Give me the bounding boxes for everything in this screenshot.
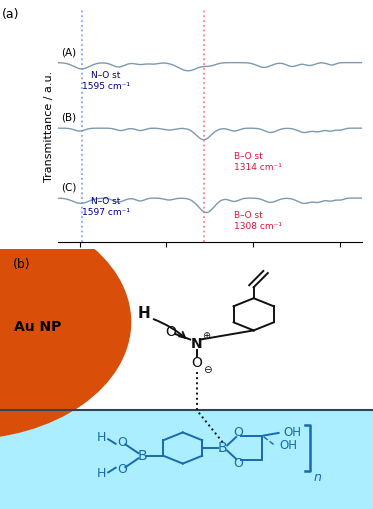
Text: OH: OH xyxy=(280,439,298,453)
Text: H: H xyxy=(97,467,107,480)
Text: (B): (B) xyxy=(61,112,76,123)
Bar xyxy=(0,410,373,509)
Text: O: O xyxy=(233,427,243,439)
Text: O: O xyxy=(117,436,127,449)
Text: OH: OH xyxy=(283,426,301,439)
Text: H: H xyxy=(97,431,107,444)
Text: H: H xyxy=(137,305,150,321)
Text: N–O st
1597 cm⁻¹: N–O st 1597 cm⁻¹ xyxy=(82,197,129,217)
Text: B: B xyxy=(218,441,228,455)
Text: O: O xyxy=(117,463,127,476)
Text: O: O xyxy=(233,457,243,470)
Y-axis label: Transmittance / a.u.: Transmittance / a.u. xyxy=(44,70,54,182)
Text: (b): (b) xyxy=(13,259,31,271)
Text: (A): (A) xyxy=(61,47,76,57)
Text: B–O st
1314 cm⁻¹: B–O st 1314 cm⁻¹ xyxy=(234,152,282,172)
Text: ⊖: ⊖ xyxy=(203,365,211,375)
Text: (a): (a) xyxy=(2,8,19,21)
Circle shape xyxy=(0,205,131,439)
Text: O: O xyxy=(191,356,203,370)
Text: O: O xyxy=(165,325,176,339)
Text: B: B xyxy=(138,449,148,463)
Text: (C): (C) xyxy=(61,183,76,192)
Text: Au NP: Au NP xyxy=(13,320,61,334)
X-axis label: Wavenumber / cm⁻¹: Wavenumber / cm⁻¹ xyxy=(150,266,269,278)
Text: n: n xyxy=(313,471,321,484)
Text: N–O st
1595 cm⁻¹: N–O st 1595 cm⁻¹ xyxy=(82,71,129,92)
Text: ⊕: ⊕ xyxy=(202,331,210,342)
Text: N: N xyxy=(191,337,203,351)
Text: B–O st
1308 cm⁻¹: B–O st 1308 cm⁻¹ xyxy=(234,211,282,231)
